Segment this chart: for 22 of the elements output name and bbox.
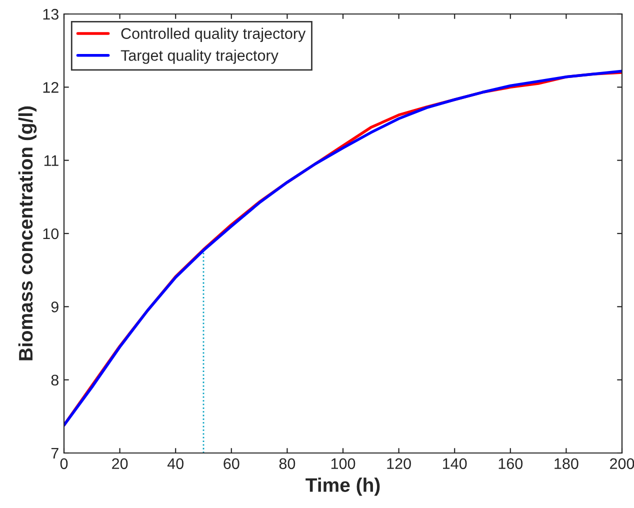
y-tick-label: 7 — [51, 448, 58, 459]
x-tick-label: 20 — [112, 458, 128, 470]
x-tick-label: 180 — [554, 458, 578, 470]
y-tick-label: 13 — [43, 8, 58, 20]
x-tick-label: 80 — [279, 458, 296, 470]
x-tick-label: 60 — [224, 458, 240, 470]
x-tick-label: 160 — [498, 458, 523, 470]
y-tick-label: 12 — [43, 82, 58, 93]
y-tick-label: 9 — [51, 302, 58, 312]
y-tick-label: 8 — [51, 374, 58, 386]
y-axis-title: Biomass concentration (g/l) — [18, 106, 37, 360]
x-axis-title: Time (h) — [306, 478, 380, 496]
y-tick-label: 10 — [43, 228, 59, 240]
x-tick-label: 100 — [331, 458, 356, 470]
x-tick-label: 40 — [167, 458, 184, 470]
x-tick-label: 120 — [387, 458, 411, 470]
y-tick-label: 11 — [44, 155, 58, 166]
x-tick-label: 200 — [610, 458, 634, 470]
legend-label: Controlled quality trajectory — [121, 28, 306, 42]
x-tick-label: 0 — [60, 458, 68, 470]
x-tick-label: 140 — [443, 458, 467, 470]
legend-label: Target quality trajectory — [120, 50, 278, 64]
